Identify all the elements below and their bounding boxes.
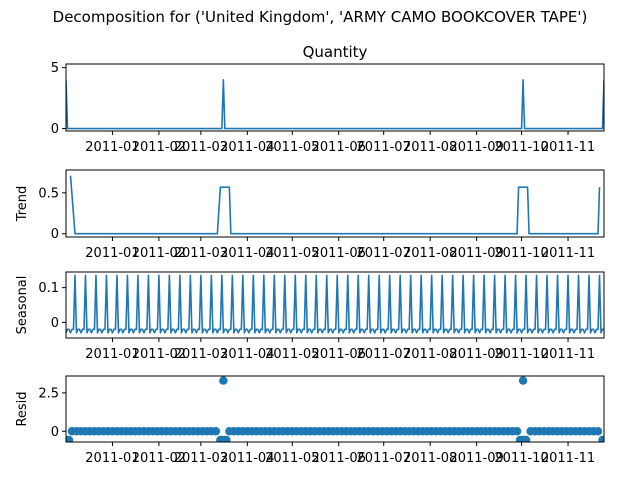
panel-data — [69, 175, 601, 235]
series-line — [69, 175, 601, 235]
x-tick-label: 2011-05 — [265, 347, 319, 362]
panel-data — [66, 79, 604, 130]
x-tick-label: 2011-03 — [174, 246, 228, 261]
x-tick-label: 2011-06 — [312, 347, 366, 362]
x-tick-label: 2011-01 — [85, 140, 139, 155]
x-tick-label: 2011-04 — [220, 140, 274, 155]
y-tick-label: 2.5 — [38, 386, 59, 401]
x-tick-label: 2011-02 — [132, 451, 186, 466]
x-tick-label: 2011-02 — [132, 246, 186, 261]
resid-point — [518, 376, 528, 385]
x-tick-label: 2011-09 — [449, 451, 503, 466]
x-tick-label: 2011-04 — [220, 246, 274, 261]
panels: Quantity052011-012011-022011-032011-0420… — [15, 43, 605, 466]
x-tick-label: 2011-07 — [357, 347, 411, 362]
panel-data — [66, 274, 604, 334]
x-tick-label: 2011-07 — [357, 246, 411, 261]
x-tick-label: 2011-07 — [357, 451, 411, 466]
x-tick-label: 2011-04 — [220, 451, 274, 466]
x-tick-label: 2011-06 — [312, 451, 366, 466]
x-tick-label: 2011-09 — [449, 140, 503, 155]
y-tick-label: 5 — [51, 61, 59, 76]
x-tick-label: 2011-05 — [265, 451, 319, 466]
figure-suptitle: Decomposition for ('United Kingdom', 'AR… — [53, 8, 588, 26]
resid-point — [222, 435, 231, 442]
x-tick-label: 2011-05 — [265, 140, 319, 155]
y-tick-label: 0 — [51, 425, 59, 440]
x-tick-label: 2011-11 — [541, 451, 595, 466]
x-tick-label: 2011-01 — [85, 246, 139, 261]
x-tick-label: 2011-10 — [494, 451, 548, 466]
x-tick-label: 2011-03 — [174, 451, 228, 466]
y-tick-label: 0 — [51, 227, 59, 242]
axes-frame — [65, 271, 605, 339]
y-tick-label: 0 — [51, 122, 59, 137]
resid-point — [593, 427, 603, 436]
resid-point — [598, 435, 604, 442]
x-tick-label: 2011-04 — [220, 347, 274, 362]
x-tick-label: 2011-10 — [494, 246, 548, 261]
x-tick-label: 2011-11 — [541, 246, 595, 261]
x-tick-label: 2011-07 — [357, 140, 411, 155]
axes-frame — [65, 63, 605, 132]
x-tick-label: 2011-01 — [85, 451, 139, 466]
x-tick-label: 2011-08 — [403, 347, 457, 362]
axes-frame — [65, 375, 605, 443]
x-tick-label: 2011-09 — [449, 246, 503, 261]
x-tick-label: 2011-08 — [403, 246, 457, 261]
panel-data — [66, 376, 604, 442]
resid-point — [211, 427, 221, 436]
y-axis-label: Seasonal — [15, 276, 30, 335]
x-tick-label: 2011-06 — [312, 246, 366, 261]
panel-2: Trend00.52011-012011-022011-032011-04201… — [15, 169, 605, 261]
resid-point — [219, 376, 228, 385]
resid-point — [512, 427, 522, 436]
x-tick-label: 2011-10 — [494, 347, 548, 362]
axes-frame — [65, 169, 605, 238]
panel-3: Seasonal 0 0.1 2011-012011-022011-032011-04… — [15, 271, 605, 362]
y-axis-label: Trend — [15, 186, 30, 223]
series-line — [66, 79, 604, 130]
x-tick-label: 2011-02 — [132, 347, 186, 362]
x-tick-label: 2011-08 — [403, 140, 457, 155]
x-tick-label: 2011-01 — [85, 347, 139, 362]
y-tick-label: 0.5 — [38, 186, 59, 201]
x-tick-label: 2011-10 — [494, 140, 548, 155]
x-tick-label: 2011-11 — [541, 140, 595, 155]
panel-title: Quantity — [303, 43, 368, 61]
resid-point — [521, 435, 531, 442]
x-tick-label: 2011-08 — [403, 451, 457, 466]
x-tick-label: 2011-05 — [265, 246, 319, 261]
series-line — [66, 274, 604, 334]
panel-1: Quantity052011-012011-022011-032011-0420… — [51, 43, 605, 155]
x-tick-label: 2011-06 — [312, 140, 366, 155]
resid-point — [66, 435, 74, 442]
x-tick-label: 2011-03 — [174, 140, 228, 155]
y-axis-label: Resid — [15, 391, 30, 426]
y-tick-label: 0.1 — [38, 281, 59, 296]
x-tick-label: 2011-09 — [449, 347, 503, 362]
panel-4: Resid02.52011-012011-022011-032011-04201… — [15, 375, 605, 466]
x-tick-label: 2011-11 — [541, 347, 595, 362]
x-tick-label: 2011-03 — [174, 347, 228, 362]
y-tick-label: 0 — [51, 316, 59, 331]
x-tick-label: 2011-02 — [132, 140, 186, 155]
